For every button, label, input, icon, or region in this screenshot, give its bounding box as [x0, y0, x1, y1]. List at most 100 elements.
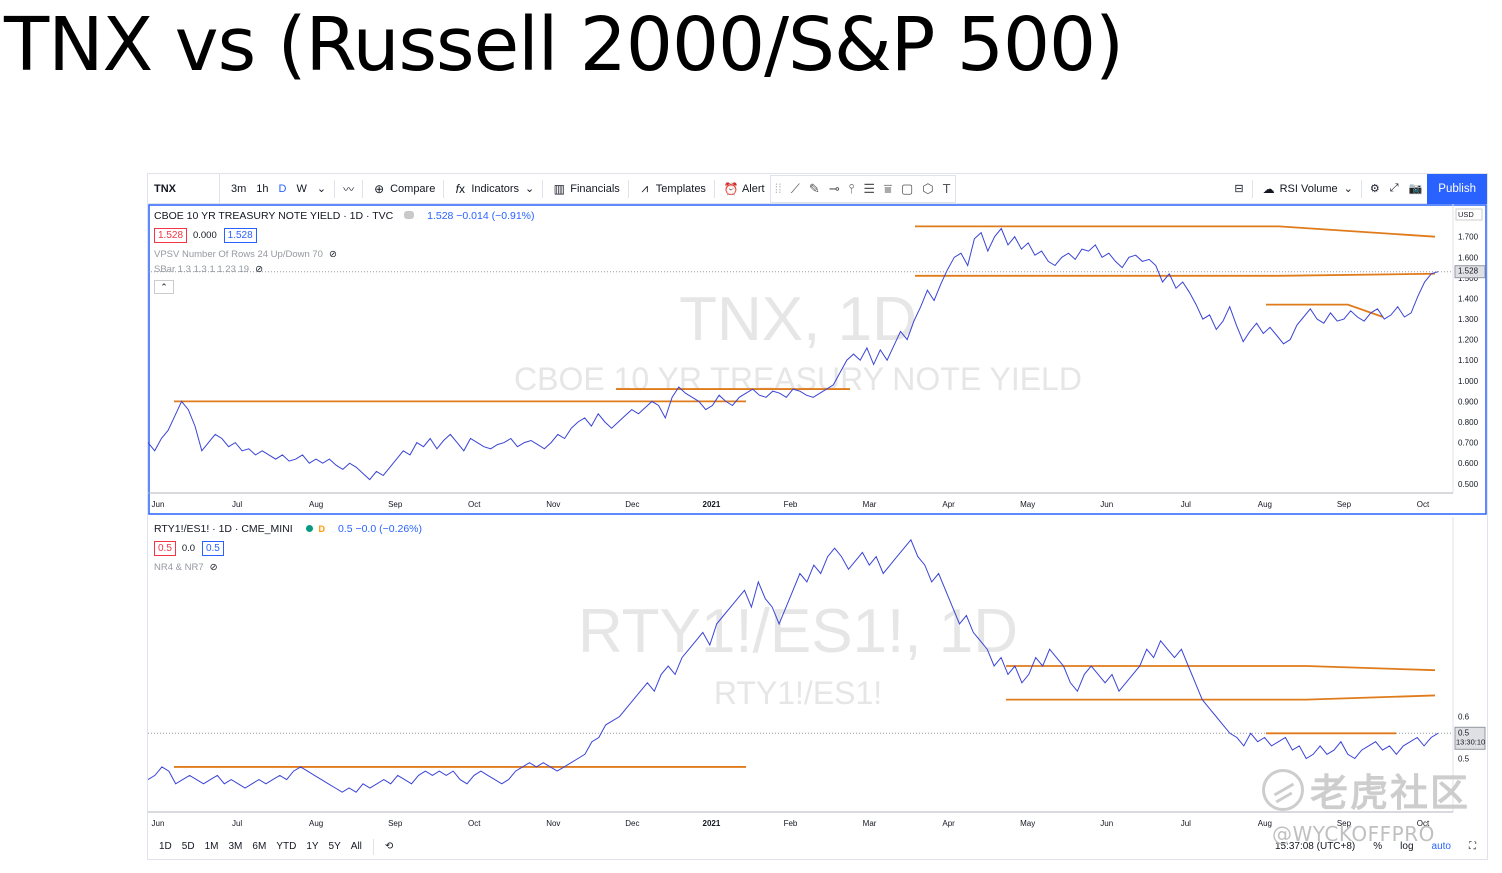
- settings-button[interactable]: ⚙: [1365, 174, 1385, 203]
- layout-icon: ⊟: [1234, 183, 1244, 195]
- interval-3m[interactable]: 3m: [231, 182, 247, 195]
- collapse-legend-button[interactable]: ⌃: [154, 280, 174, 294]
- chevron-down-icon: ⌄: [1343, 183, 1353, 195]
- range-1y[interactable]: 1Y: [306, 841, 319, 852]
- compare-button[interactable]: ⊕ Compare: [366, 174, 440, 203]
- saved-layout-button[interactable]: ☁ RSI Volume ⌄: [1256, 174, 1358, 203]
- x-tick-label: May: [1020, 500, 1035, 509]
- toolbar-right: ⊟ ☁ RSI Volume ⌄ ⚙ ⤢ 📷 Publish: [1229, 173, 1487, 204]
- rty-es-bid-box[interactable]: 0.5: [154, 541, 176, 556]
- tnx-ask-box[interactable]: 1.528: [223, 228, 257, 243]
- rty-es-chart[interactable]: RTY1!/ES1!, 1D RTY1!/ES1! 0.6 0.5 Jun Jul Aug S…: [148, 517, 1487, 834]
- templates-label: Templates: [655, 182, 706, 195]
- x-tick-label: Aug: [309, 819, 323, 828]
- ellipse-icon[interactable]: ⬡: [922, 180, 934, 196]
- x-tick-label: Jun: [1100, 500, 1113, 509]
- indicators-button[interactable]: fx Indicators ⌄: [447, 174, 539, 203]
- y-tick-label: 0.600: [1458, 459, 1479, 468]
- layout-button[interactable]: ⊟: [1229, 174, 1248, 203]
- x-tick-label: Oct: [1417, 500, 1430, 509]
- interval-d[interactable]: D: [278, 182, 287, 195]
- y-tick-label: 1.400: [1458, 294, 1479, 303]
- x-tick-label: Sep: [1337, 500, 1352, 509]
- rty-es-spread: 0.0: [181, 543, 196, 554]
- y-tick-label: 1.600: [1458, 253, 1479, 262]
- y-tick-label: 1.100: [1458, 356, 1479, 365]
- tnx-legend-title: CBOE 10 YR TREASURY NOTE YIELD · 1D · TV…: [154, 210, 394, 222]
- chart-type-button[interactable]: 〰: [338, 174, 359, 203]
- range-5d[interactable]: 5D: [181, 841, 195, 852]
- financials-label: Financials: [570, 182, 620, 195]
- compare-label: Compare: [390, 182, 436, 195]
- range-ytd[interactable]: YTD: [276, 841, 297, 852]
- pane-selection-border: [148, 204, 1487, 515]
- rty-es-ask-box[interactable]: 0.5: [201, 541, 224, 556]
- auto-toggle[interactable]: auto: [1431, 841, 1451, 852]
- fib-icon[interactable]: ☰: [863, 180, 876, 196]
- range-1d[interactable]: 1D: [159, 841, 172, 852]
- y-tick-label: 0.700: [1458, 439, 1479, 448]
- y-tick-label: 1.000: [1458, 377, 1479, 386]
- cloud-icon: ☁: [1262, 181, 1275, 196]
- percent-toggle[interactable]: %: [1373, 841, 1383, 852]
- range-3m[interactable]: 3M: [228, 841, 243, 852]
- pane-watermark-subtitle: CBOE 10 YR TREASURY NOTE YIELD: [514, 361, 1082, 397]
- horizontal-ray-icon[interactable]: ⊸: [828, 180, 840, 196]
- level-line: [915, 225, 1436, 238]
- trend-line-icon[interactable]: ⟋: [790, 180, 800, 196]
- hidden-eye-icon[interactable]: ⊘: [255, 264, 264, 275]
- pattern-icon[interactable]: ⩸: [884, 180, 892, 196]
- x-tick-label: Aug: [1258, 819, 1272, 828]
- x-tick-label: Sep: [388, 819, 403, 828]
- divider: [443, 179, 445, 198]
- level-line: [1006, 665, 1436, 672]
- range-1m[interactable]: 1M: [204, 841, 219, 852]
- x-tick-label: Oct: [468, 500, 481, 509]
- tnx-bid-box[interactable]: 1.528: [154, 228, 188, 243]
- x-tick-label: Jun: [152, 819, 165, 828]
- y-tick-label: 0.6: [1458, 712, 1470, 721]
- drag-handle-icon[interactable]: ⁞⁞: [774, 181, 782, 196]
- divider: [372, 838, 374, 855]
- rectangle-icon[interactable]: ▢: [900, 180, 914, 196]
- symbol-search[interactable]: TNX: [148, 174, 220, 203]
- rty-es-pane[interactable]: RTY1!/ES1!, 1D RTY1!/ES1! 0.6 0.5 Jun Jul Aug S…: [148, 517, 1487, 834]
- range-5y[interactable]: 5Y: [328, 841, 341, 852]
- level-line: [1006, 694, 1436, 701]
- y-tick-label: 1.700: [1458, 233, 1479, 242]
- x-tick-label: 2021: [703, 819, 721, 828]
- text-tool-icon[interactable]: T: [942, 181, 951, 196]
- long-position-icon[interactable]: ⫯: [848, 180, 855, 196]
- range-6m[interactable]: 6M: [252, 841, 267, 852]
- brush-icon[interactable]: ✎: [808, 180, 820, 196]
- log-toggle[interactable]: log: [1400, 841, 1414, 852]
- clock-readout[interactable]: 15:37:08 (UTC+8): [1274, 841, 1356, 852]
- x-tick-label: Aug: [1258, 500, 1272, 509]
- y-tick-label: 1.200: [1458, 336, 1479, 345]
- level-line: [1266, 303, 1384, 318]
- alarm-clock-icon: ⏰: [723, 181, 739, 196]
- financials-button[interactable]: ▥ Financials: [546, 174, 625, 203]
- snapshot-button[interactable]: 📷: [1404, 174, 1428, 203]
- collapse-icon[interactable]: [404, 211, 415, 219]
- x-tick-label: Jul: [1181, 500, 1191, 509]
- range-all[interactable]: All: [350, 841, 362, 852]
- publish-button[interactable]: Publish: [1427, 173, 1487, 204]
- fullscreen-button[interactable]: ⤢: [1385, 174, 1404, 203]
- y-tick-label: 0.900: [1458, 397, 1479, 406]
- hidden-eye-icon[interactable]: ⊘: [209, 562, 218, 573]
- templates-button[interactable]: ⩘ Templates: [632, 174, 711, 203]
- hidden-eye-icon[interactable]: ⊘: [328, 249, 337, 260]
- reset-scale-icon[interactable]: ⛶: [1469, 841, 1476, 852]
- last-price-tag: [1454, 726, 1486, 750]
- interval-dropdown[interactable]: ⌄: [312, 174, 331, 203]
- interval-w[interactable]: W: [296, 182, 307, 195]
- date-range-icon[interactable]: ⟲: [384, 841, 394, 852]
- x-tick-label: Sep: [388, 500, 403, 509]
- level-line: [915, 272, 1436, 277]
- currency-label: USD: [1458, 210, 1474, 219]
- alert-button[interactable]: ⏰ Alert: [718, 174, 770, 203]
- interval-1h[interactable]: 1h: [256, 182, 269, 195]
